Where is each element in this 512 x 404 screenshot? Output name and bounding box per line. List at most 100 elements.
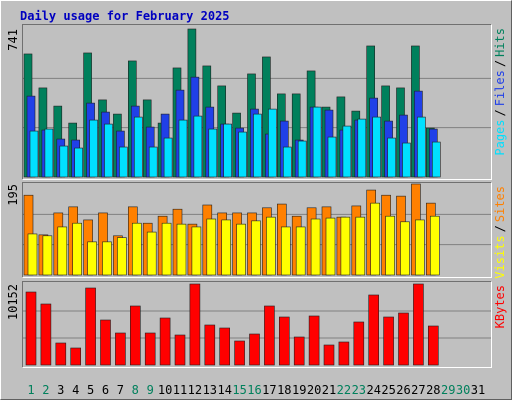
bar [323, 344, 335, 366]
bar [134, 116, 143, 178]
bar [402, 142, 411, 178]
bar [159, 317, 171, 366]
bar [234, 340, 245, 366]
x-tick-label: 24 [366, 383, 380, 397]
x-tick-label: 7 [117, 383, 124, 397]
bar [417, 116, 426, 178]
x-tick-label: 13 [203, 383, 217, 397]
x-tick-label: 21 [322, 383, 336, 397]
bar [85, 287, 96, 366]
bar [57, 226, 68, 276]
x-tick-label: 3 [57, 383, 64, 397]
bar [42, 235, 53, 276]
bar [236, 223, 246, 276]
bar [206, 218, 217, 276]
legend-separator: / [493, 109, 507, 116]
x-tick-label: 26 [396, 383, 410, 397]
panel-bevel-dark [22, 182, 492, 278]
panel-bevel-dark [22, 24, 492, 180]
bar [385, 215, 395, 276]
bar [429, 215, 440, 276]
legend-entry: KBytes [493, 285, 507, 328]
x-tick-label: 1 [27, 383, 34, 397]
bar [238, 131, 247, 178]
y-tick-label: 10152 [6, 284, 20, 320]
x-tick-label: 9 [147, 383, 154, 397]
legend: Visits / Sites [493, 186, 507, 279]
bar [383, 316, 394, 366]
bar [208, 128, 218, 178]
bar [278, 316, 290, 366]
x-tick-label: 19 [292, 383, 306, 397]
bar [115, 332, 126, 366]
legend: Pages / Files / Hits [493, 28, 507, 156]
bar [27, 233, 38, 276]
bar [148, 146, 158, 178]
bar [221, 219, 231, 276]
chart-title: Daily usage for February 2025 [20, 9, 230, 23]
bar [372, 116, 382, 178]
x-tick-label: 17 [262, 383, 276, 397]
bar [74, 147, 83, 178]
x-tick-label: 5 [87, 383, 94, 397]
x-tick-label: 11 [173, 383, 187, 397]
x-tick-label: 10 [158, 383, 172, 397]
bar [353, 321, 365, 366]
bar [297, 140, 307, 178]
bar [249, 333, 260, 366]
x-tick-label: 12 [188, 383, 202, 397]
panel-bevel-light [22, 281, 492, 368]
bar [368, 294, 380, 366]
bar [117, 237, 127, 276]
bar [44, 128, 54, 178]
bar [415, 219, 425, 276]
bar [251, 220, 261, 276]
x-tick-label: 8 [132, 383, 139, 397]
bar [189, 283, 201, 366]
bar [370, 202, 381, 276]
bar [70, 347, 81, 366]
bar [176, 223, 187, 276]
bar [327, 136, 337, 178]
legend-entry: Pages [493, 120, 507, 156]
bar [355, 216, 366, 276]
legend-separator: / [493, 60, 507, 67]
bar [163, 137, 173, 178]
bar [357, 118, 367, 178]
bar [398, 312, 409, 366]
bar [102, 241, 112, 276]
bar [119, 146, 128, 178]
bar [130, 305, 141, 366]
bar [325, 217, 336, 276]
x-tick-label: 15 [232, 383, 246, 397]
bar [282, 146, 292, 178]
y-tick-label: 195 [6, 184, 20, 206]
bar [413, 283, 424, 366]
bar [312, 106, 322, 178]
bar [25, 291, 37, 366]
bar [342, 125, 352, 178]
bar [400, 221, 410, 276]
bar [146, 231, 157, 276]
panel-bevel-light [22, 182, 492, 278]
bar [387, 137, 396, 178]
x-tick-label: 27 [411, 383, 425, 397]
y-tick-label: 741 [6, 29, 20, 51]
x-tick-label: 29 [441, 383, 455, 397]
x-tick-label: 22 [337, 383, 351, 397]
bar [161, 222, 172, 276]
bar [72, 222, 82, 276]
legend-entry: Visits [493, 235, 507, 278]
x-tick-label: 14 [217, 383, 231, 397]
x-tick-label: 25 [381, 383, 395, 397]
bar [59, 145, 69, 178]
bar [193, 115, 203, 178]
bar [55, 342, 67, 366]
bar [40, 303, 52, 366]
bar [427, 325, 439, 366]
x-tick-label: 6 [102, 383, 109, 397]
legend-separator: / [493, 225, 507, 232]
bar [253, 113, 262, 178]
